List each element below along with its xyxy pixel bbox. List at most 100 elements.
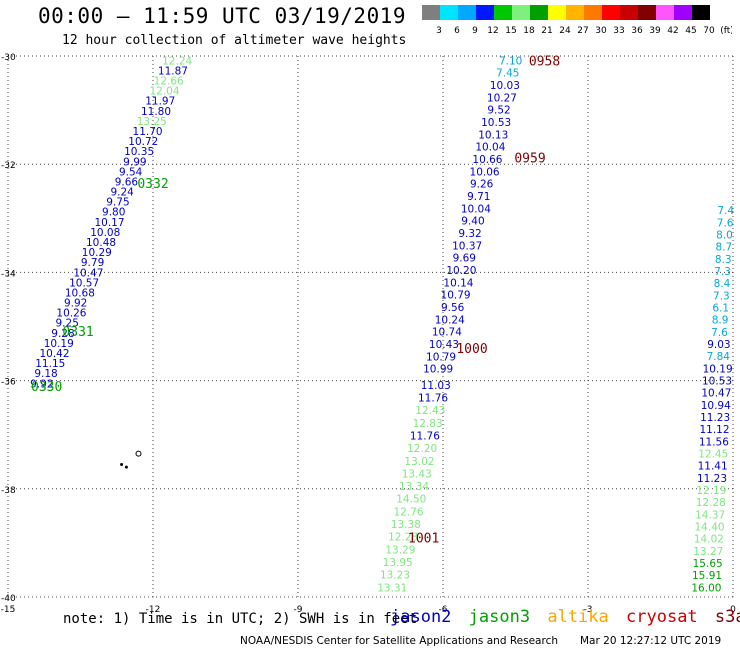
wave-height-point: 7.84 xyxy=(707,351,731,363)
wave-height-point: 13.43 xyxy=(402,468,432,480)
wave-height-point: 7.10 xyxy=(499,55,522,67)
wave-height-point: 8.4 xyxy=(714,278,731,290)
wave-height-point: 13.34 xyxy=(399,481,429,493)
color-swatch xyxy=(674,5,692,20)
wave-height-point: 10.26 xyxy=(56,308,86,320)
color-scale-label: 27 xyxy=(577,26,588,36)
wave-height-point: 9.28 xyxy=(51,328,74,340)
wave-height-point: 9.24 xyxy=(110,187,134,199)
y-tick-label: -36 xyxy=(1,378,16,388)
color-swatch xyxy=(692,5,710,20)
y-tick-label: -32 xyxy=(1,161,16,171)
wave-height-point: 11.15 xyxy=(35,358,65,370)
wave-height-point: 10.08 xyxy=(90,227,120,239)
color-swatch xyxy=(476,5,494,20)
wave-height-point: 14.37 xyxy=(695,509,725,521)
wave-height-point: 8.9 xyxy=(712,315,729,327)
wave-height-point: 7.3 xyxy=(714,266,731,278)
wave-height-point: 9.26 xyxy=(470,179,494,191)
wave-height-point: 11.76 xyxy=(418,393,448,405)
wave-height-point: 9.56 xyxy=(441,302,465,314)
wave-height-point: 10.53 xyxy=(481,117,511,129)
wave-height-point: 9.40 xyxy=(461,216,484,228)
wave-height-point: 9.52 xyxy=(487,105,510,117)
x-tick-label: -15 xyxy=(1,605,16,615)
wave-height-point: 10.99 xyxy=(423,364,453,376)
wave-height-point: 8.3 xyxy=(715,254,732,266)
wave-height-point: 10.13 xyxy=(478,129,508,141)
y-tick-label: -38 xyxy=(1,486,16,496)
color-swatch xyxy=(638,5,656,20)
wave-height-point: 11.80 xyxy=(141,106,171,118)
color-scale-label: 36 xyxy=(631,26,643,36)
color-scale-label: 12 xyxy=(487,26,498,36)
x-tick-label: 0 xyxy=(730,605,736,615)
wave-height-point: 9.03 xyxy=(707,339,730,351)
color-swatch xyxy=(440,5,458,20)
legend-cryosat: cryosat xyxy=(626,607,698,627)
wave-height-point: 13.38 xyxy=(391,519,421,531)
x-tick-label: -9 xyxy=(294,605,303,615)
generation-timestamp: Mar 20 12:27:12 UTC 2019 xyxy=(580,635,722,647)
wave-height-point: 11.41 xyxy=(698,461,728,473)
wave-height-point: 10.06 xyxy=(470,166,500,178)
wave-height-point: 10.94 xyxy=(701,400,731,412)
wave-height-point: 14.02 xyxy=(694,534,724,546)
wave-height-point: 10.42 xyxy=(39,348,69,360)
island-marker xyxy=(124,465,128,469)
wave-height-point: 10.53 xyxy=(702,375,732,387)
wave-height-point: 10.19 xyxy=(703,363,733,375)
wave-height-point: 12.45 xyxy=(698,448,728,460)
wave-height-point: 13.31 xyxy=(377,582,407,594)
legend-jason2: jason2 xyxy=(390,607,452,627)
pass-time-label: 0330 xyxy=(31,380,62,395)
wave-height-point: 11.70 xyxy=(133,126,163,138)
wave-height-point: 9.66 xyxy=(115,176,139,188)
chart-title: 00:00 – 11:59 UTC 03/19/2019 xyxy=(38,4,407,28)
wave-height-point: 12.20 xyxy=(407,443,437,455)
wave-height-point: 10.04 xyxy=(461,203,491,215)
wave-height-point: 9.79 xyxy=(81,257,104,269)
pass-time-label: 0331 xyxy=(62,325,93,340)
wave-height-point: 7.3 xyxy=(713,290,730,302)
wave-height-point: 11.56 xyxy=(699,436,729,448)
wave-height-point: 9.71 xyxy=(467,191,490,203)
wave-height-point: 9.75 xyxy=(106,197,129,209)
satellite-legend: jason2 jason3 altika cryosat s3a xyxy=(390,607,740,627)
pass-time-label: 1001 xyxy=(408,531,439,546)
wave-height-point: 10.29 xyxy=(82,247,112,259)
pass-time-label: 1000 xyxy=(456,342,487,357)
color-scale-label: 70 xyxy=(703,26,715,36)
legend-jason3: jason3 xyxy=(468,607,531,627)
wave-height-point: 13.27 xyxy=(693,546,723,558)
pass-time-label: 0332 xyxy=(137,177,168,192)
wave-height-plot: -15 -12 -9 -6 -3 0-30-32-34-36-38-4012.2411.8… xyxy=(1,53,736,615)
wave-height-point: 12.28 xyxy=(696,497,726,509)
color-swatch xyxy=(620,5,638,20)
color-swatch xyxy=(548,5,566,20)
color-scale-label: 3 xyxy=(436,26,442,36)
color-scale-label: 45 xyxy=(685,26,696,36)
wave-height-point: 13.29 xyxy=(385,544,415,556)
wave-height-point: 7.4 xyxy=(717,205,734,217)
y-tick-label: -34 xyxy=(1,269,16,279)
wave-height-point: 10.19 xyxy=(44,338,74,350)
wave-height-point: 13.23 xyxy=(380,570,410,582)
color-scale-label: 39 xyxy=(649,26,661,36)
wave-height-point: 14.50 xyxy=(396,494,426,506)
wave-height-point: 10.68 xyxy=(65,287,95,299)
wave-height-point: 10.14 xyxy=(443,277,473,289)
wave-height-point: 9.99 xyxy=(123,156,146,168)
wave-height-point: 10.47 xyxy=(73,267,103,279)
wave-height-point: 12.04 xyxy=(149,86,179,98)
x-tick-label: -3 xyxy=(584,605,593,615)
pass-time-label: 0958 xyxy=(529,54,560,69)
x-tick-label: -12 xyxy=(146,605,161,615)
legend-s3a: s3a xyxy=(714,607,740,627)
wave-height-point: 7.6 xyxy=(717,217,734,229)
island-marker xyxy=(120,462,124,466)
wave-height-point: 10.37 xyxy=(452,240,482,252)
wave-height-point: 13.25 xyxy=(137,116,167,128)
wave-height-point: 10.57 xyxy=(69,277,99,289)
wave-height-point: 11.87 xyxy=(158,65,188,77)
